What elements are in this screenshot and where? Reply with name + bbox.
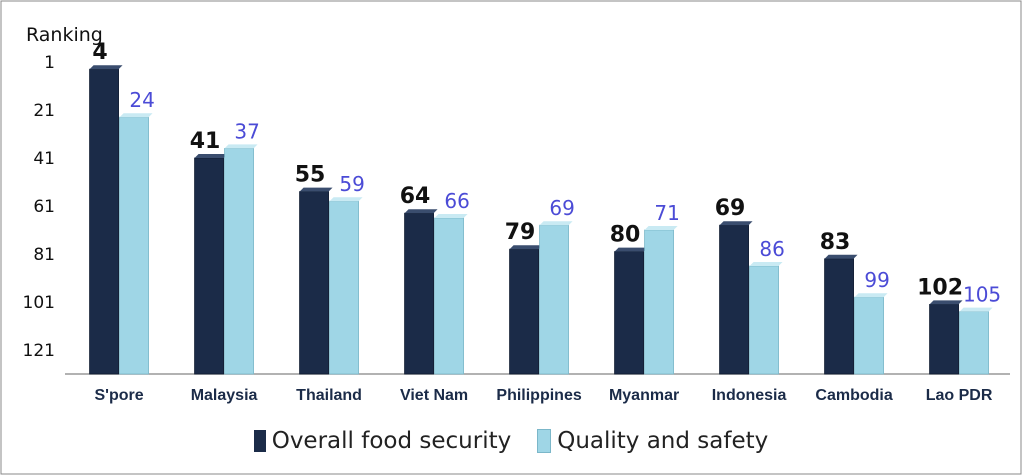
category-label: Viet Nam xyxy=(400,387,468,404)
value-label-quality: 37 xyxy=(234,119,259,143)
bar-quality xyxy=(119,116,149,375)
bar-overall-top xyxy=(614,247,648,252)
value-label-overall: 4 xyxy=(92,40,107,65)
bar-overall-top xyxy=(719,221,753,226)
bar-overall xyxy=(89,68,119,375)
bar-quality xyxy=(434,217,464,375)
value-label-quality: 24 xyxy=(129,88,154,112)
legend: Overall food security Quality and safety xyxy=(0,428,1022,454)
y-tick-label: 81 xyxy=(33,245,55,265)
bar-quality-top xyxy=(329,197,363,202)
category-label: Cambodia xyxy=(815,387,892,404)
y-tick-label: 21 xyxy=(33,101,55,121)
value-label-quality: 99 xyxy=(864,268,889,292)
bar-quality xyxy=(329,200,359,375)
bar-overall-top xyxy=(929,300,963,305)
legend-swatch-overall xyxy=(253,430,266,452)
category-label: Lao PDR xyxy=(926,387,993,404)
bar-overall-top xyxy=(509,245,543,250)
y-tick-label: 121 xyxy=(23,341,55,361)
value-label-quality: 86 xyxy=(759,237,784,261)
value-label-overall: 55 xyxy=(295,163,326,188)
bar-quality-top xyxy=(224,144,258,149)
legend-label-overall: Overall food security xyxy=(271,428,512,454)
bar-quality xyxy=(959,311,989,375)
bar-overall xyxy=(299,191,329,375)
bar-quality-top xyxy=(854,293,888,298)
bar-quality-top xyxy=(434,214,468,218)
bar-quality xyxy=(539,224,569,375)
y-tick-label: 41 xyxy=(33,149,55,169)
bars-group xyxy=(89,65,993,375)
bar-quality-top xyxy=(119,113,153,118)
category-labels-group: S'pore Malaysia Thailand Viet Nam Philippine… xyxy=(94,387,992,404)
value-label-overall: 80 xyxy=(610,223,641,248)
bar-overall-top xyxy=(299,187,333,192)
y-tick-label: 101 xyxy=(23,293,55,313)
value-label-quality: 69 xyxy=(549,196,574,220)
category-label: Thailand xyxy=(296,387,362,404)
bar-quality xyxy=(224,147,254,375)
bar-overall xyxy=(719,224,749,375)
bar-overall-top xyxy=(824,254,858,259)
category-label: Philippines xyxy=(496,387,581,404)
value-label-quality: 105 xyxy=(963,283,1001,307)
category-label: Myanmar xyxy=(609,387,679,404)
value-label-quality: 71 xyxy=(654,201,679,225)
value-label-overall: 102 xyxy=(917,275,963,300)
y-axis-label: Ranking xyxy=(26,24,103,46)
bar-overall xyxy=(194,157,224,375)
bar-quality-top xyxy=(749,262,783,266)
legend-label-quality: Quality and safety xyxy=(557,428,769,454)
bar-overall xyxy=(824,258,854,375)
bar-overall-top xyxy=(89,65,123,70)
bar-labels-group: 4 24 41 37 55 59 64 66 79 69 80 71 69 86 83 99 102 105 xyxy=(92,40,1001,306)
category-label: Malaysia xyxy=(191,387,258,404)
bar-quality-top xyxy=(644,226,678,230)
bar-overall xyxy=(404,212,434,375)
bar-overall-top xyxy=(404,209,438,214)
bar-quality-top xyxy=(959,307,993,312)
value-label-overall: 41 xyxy=(190,129,221,154)
value-label-overall: 83 xyxy=(820,230,851,255)
bar-overall-top xyxy=(194,154,228,158)
legend-item-overall: Overall food security xyxy=(253,428,512,454)
category-label: S'pore xyxy=(94,387,143,404)
bar-quality-top xyxy=(539,221,573,226)
bar-overall xyxy=(929,303,959,375)
bar-quality xyxy=(854,296,884,375)
value-label-quality: 66 xyxy=(444,189,469,213)
bar-overall xyxy=(509,248,539,375)
value-label-quality: 59 xyxy=(339,172,364,196)
value-label-overall: 79 xyxy=(505,220,536,245)
y-tick-label: 1 xyxy=(44,53,55,73)
y-tick-label: 61 xyxy=(33,197,55,217)
bar-quality xyxy=(644,229,674,375)
value-label-overall: 69 xyxy=(715,196,746,221)
category-label: Indonesia xyxy=(712,387,787,404)
legend-item-quality: Quality and safety xyxy=(537,428,768,454)
value-label-overall: 64 xyxy=(400,184,431,209)
bar-overall xyxy=(614,251,644,375)
bar-quality xyxy=(749,265,779,375)
legend-swatch-quality xyxy=(537,429,552,453)
